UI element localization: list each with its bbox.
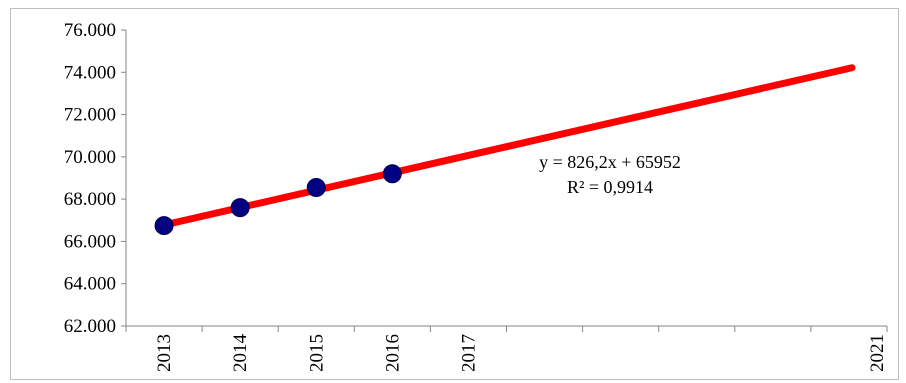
y-tick-label: 74.000 xyxy=(64,62,116,83)
trendline-group xyxy=(160,64,856,229)
data-point xyxy=(230,198,250,218)
x-tick-label: 2017 xyxy=(458,334,479,372)
data-point xyxy=(382,164,402,184)
x-axis-ticks: 2013 2014 2015 2016 2017 2021 xyxy=(125,326,888,373)
y-tick-label: 62.000 xyxy=(64,316,116,337)
y-tick-label: 70.000 xyxy=(64,147,116,168)
x-tick-label: 2016 xyxy=(382,334,403,372)
x-tick-label: 2021 xyxy=(867,334,888,372)
data-points xyxy=(154,164,402,236)
trend-annotation: y = 826,2x + 65952 R² = 0,9914 xyxy=(539,152,681,197)
trend-r-squared: R² = 0,9914 xyxy=(567,177,653,197)
data-point xyxy=(306,178,326,198)
x-tick-label: 2014 xyxy=(230,334,251,373)
y-tick-label: 64.000 xyxy=(64,274,116,295)
trendline xyxy=(160,64,856,229)
axes xyxy=(125,30,887,327)
chart-frame xyxy=(10,8,899,380)
y-tick-label: 68.000 xyxy=(64,189,116,210)
y-tick-label: 66.000 xyxy=(64,231,116,252)
data-point xyxy=(154,216,174,236)
x-tick-label: 2013 xyxy=(154,334,175,372)
y-tick-label: 76.000 xyxy=(64,20,116,41)
trend-equation: y = 826,2x + 65952 xyxy=(539,152,681,172)
x-tick-label: 2015 xyxy=(306,334,327,372)
y-tick-label: 72.000 xyxy=(64,105,116,126)
y-axis-ticks: 62.000 64.000 66.000 68.000 70.000 72.000 74.0… xyxy=(64,20,126,337)
